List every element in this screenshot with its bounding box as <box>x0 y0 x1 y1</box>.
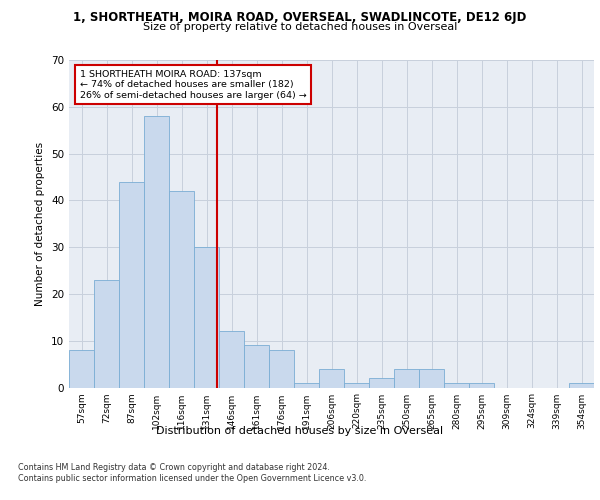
Bar <box>469 383 494 388</box>
Bar <box>269 350 294 388</box>
Bar <box>444 383 469 388</box>
Bar <box>419 369 444 388</box>
Bar <box>344 383 369 388</box>
Bar <box>244 346 269 388</box>
Bar <box>319 369 344 388</box>
Bar <box>219 332 244 388</box>
Text: Contains HM Land Registry data © Crown copyright and database right 2024.: Contains HM Land Registry data © Crown c… <box>18 462 330 471</box>
Bar <box>294 383 319 388</box>
Bar <box>94 280 119 388</box>
Bar <box>144 116 169 388</box>
Bar <box>119 182 144 388</box>
Bar <box>194 247 219 388</box>
Bar <box>169 191 194 388</box>
Y-axis label: Number of detached properties: Number of detached properties <box>35 142 46 306</box>
Text: 1, SHORTHEATH, MOIRA ROAD, OVERSEAL, SWADLINCOTE, DE12 6JD: 1, SHORTHEATH, MOIRA ROAD, OVERSEAL, SWA… <box>73 11 527 24</box>
Bar <box>569 383 594 388</box>
Text: Contains public sector information licensed under the Open Government Licence v3: Contains public sector information licen… <box>18 474 367 483</box>
Bar <box>69 350 94 388</box>
Bar <box>394 369 419 388</box>
Text: Distribution of detached houses by size in Overseal: Distribution of detached houses by size … <box>157 426 443 436</box>
Bar <box>369 378 394 388</box>
Text: Size of property relative to detached houses in Overseal: Size of property relative to detached ho… <box>143 22 457 32</box>
Text: 1 SHORTHEATH MOIRA ROAD: 137sqm
← 74% of detached houses are smaller (182)
26% o: 1 SHORTHEATH MOIRA ROAD: 137sqm ← 74% of… <box>79 70 306 100</box>
